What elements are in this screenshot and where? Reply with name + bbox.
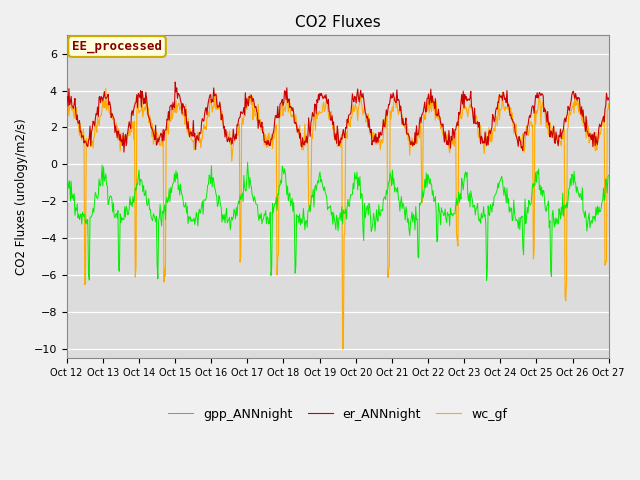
er_ANNnight — [405, 133, 413, 139]
gpp_ANNnight — [244, 159, 252, 165]
wc_gf — [421, 117, 429, 122]
gpp_ANNnight — [483, 277, 490, 283]
gpp_ANNnight — [184, 203, 191, 209]
Line: er_ANNnight: er_ANNnight — [67, 82, 609, 152]
wc_gf — [102, 85, 109, 91]
wc_gf — [213, 92, 221, 97]
er_ANNnight — [63, 96, 70, 102]
wc_gf — [184, 116, 192, 122]
wc_gf — [63, 95, 70, 101]
gpp_ANNnight — [72, 207, 80, 213]
gpp_ANNnight — [129, 204, 136, 210]
er_ANNnight — [214, 105, 221, 110]
Line: gpp_ANNnight: gpp_ANNnight — [67, 162, 609, 280]
gpp_ANNnight — [212, 191, 220, 196]
gpp_ANNnight — [420, 190, 428, 195]
wc_gf — [129, 119, 137, 125]
Line: wc_gf: wc_gf — [67, 88, 609, 348]
wc_gf — [339, 346, 346, 351]
Title: CO2 Fluxes: CO2 Fluxes — [295, 15, 381, 30]
wc_gf — [405, 133, 413, 139]
er_ANNnight — [605, 95, 612, 101]
er_ANNnight — [120, 149, 128, 155]
Text: EE_processed: EE_processed — [72, 40, 162, 53]
gpp_ANNnight — [63, 162, 70, 168]
er_ANNnight — [185, 128, 193, 133]
Legend: gpp_ANNnight, er_ANNnight, wc_gf: gpp_ANNnight, er_ANNnight, wc_gf — [163, 403, 512, 426]
er_ANNnight — [72, 117, 80, 122]
er_ANNnight — [421, 99, 429, 105]
wc_gf — [605, 101, 612, 107]
gpp_ANNnight — [404, 216, 412, 221]
Y-axis label: CO2 Fluxes (urology/m2/s): CO2 Fluxes (urology/m2/s) — [15, 118, 28, 275]
gpp_ANNnight — [605, 172, 612, 178]
wc_gf — [72, 105, 80, 110]
er_ANNnight — [129, 113, 137, 119]
er_ANNnight — [172, 79, 179, 85]
